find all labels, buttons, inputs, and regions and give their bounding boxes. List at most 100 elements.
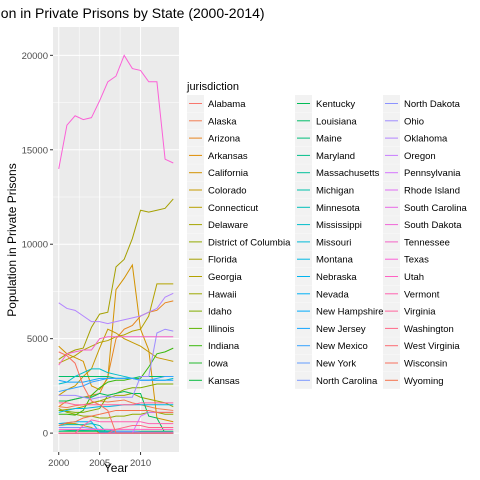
legend-item-iowa: Iowa [187,354,229,372]
y-tick-label: 10000 [22,240,48,251]
legend-label: Idaho [208,307,232,318]
legend-item-louisiana: Louisiana [295,112,357,130]
x-tick-label: 2005 [89,458,110,469]
legend-label: Montana [316,255,354,266]
series-line-kentucky [58,391,174,434]
legend-label: Iowa [208,359,229,370]
x-tick-label: 2010 [130,458,151,469]
legend-label: Nevada [316,289,349,300]
legend-item-delaware: Delaware [187,216,248,234]
legend-label: Florida [208,255,238,266]
legend-label: New Hampshire [316,307,384,318]
legend-label: Rhode Island [404,186,460,197]
legend-item-north-dakota: North Dakota [383,95,461,112]
legend-label: Virginia [404,307,436,318]
series-line-california [58,263,174,423]
legend-label: West Virginia [404,341,460,352]
legend-label: Kansas [208,376,240,387]
legend-label: Michigan [316,186,354,197]
legend-label: Utah [404,272,424,283]
x-axis-title: Year [104,461,128,475]
legend-item-oklahoma: Oklahoma [383,129,448,147]
series-line-florida [58,198,174,360]
legend-label: Washington [404,324,454,335]
legend-label: California [208,168,249,179]
y-tick-label: 20000 [22,51,48,62]
series-line-tennessee [58,336,174,366]
legend-label: Alabama [208,99,246,110]
legend-item-wyoming: Wyoming [383,371,444,389]
legend-item-missouri: Missouri [295,233,351,251]
legend-item-texas: Texas [383,250,429,268]
legend-label: Ohio [404,116,424,127]
legend-item-wisconsin: Wisconsin [383,354,447,372]
legend-label: Louisiana [316,116,357,127]
x-axis-ticks: 2000 2005 2010 [48,452,151,469]
legend-item-south-carolina: South Carolina [383,198,468,216]
legend-label: Wisconsin [404,359,447,370]
legend-label: North Carolina [316,376,378,387]
legend-item-rhode-island: Rhode Island [383,181,460,199]
legend-item-indiana: Indiana [187,337,240,355]
series-line-indiana [58,347,174,416]
legend-label: Tennessee [404,237,450,248]
legend-label: Arizona [208,134,241,145]
legend-item-kansas: Kansas [187,371,240,389]
legend-item-virginia: Virginia [383,302,436,320]
series-line-hawaii [58,392,174,411]
legend-label: Alaska [208,116,237,127]
legend: Alabama Alaska Arizona Arkansas California Co… [187,95,468,389]
legend-label: District of Columbia [208,237,291,248]
legend-item-arizona: Arizona [187,129,241,147]
series-line-virginia [58,402,174,406]
legend-item-montana: Montana [295,250,354,268]
legend-item-district-of-columbia: District of Columbia [187,233,291,251]
legend-item-illinois: Illinois [187,319,235,337]
legend-label: Oklahoma [404,134,448,145]
legend-label: Minnesota [316,203,361,214]
legend-item-georgia: Georgia [187,268,243,285]
y-tick-label: 5000 [27,334,48,345]
legend-label: Colorado [208,186,247,197]
legend-item-mississippi: Mississippi [295,216,362,234]
series-line-vermont [58,419,174,434]
legend-item-tennessee: Tennessee [383,233,450,251]
legend-label: South Dakota [404,220,462,231]
legend-item-idaho: Idaho [187,302,232,320]
legend-item-south-dakota: South Dakota [383,216,462,234]
legend-label: Mississippi [316,220,362,231]
legend-label: North Dakota [404,99,461,110]
legend-label: Georgia [208,272,243,283]
legend-label: Vermont [404,289,440,300]
legend-item-new-mexico: New Mexico [295,337,368,355]
legend-item-connecticut: Connecticut [187,198,259,216]
legend-item-oregon: Oregon [383,146,436,164]
legend-label: South Carolina [404,203,468,214]
legend-label: Indiana [208,341,240,352]
legend-item-new-york: New York [295,354,356,372]
series-line-oklahoma [58,292,174,325]
legend-label: Missouri [316,237,351,248]
y-axis-ticks: 0 5000 10000 15000 20000 [22,51,53,440]
legend-item-michigan: Michigan [295,181,354,199]
legend-item-california: California [187,164,249,182]
legend-label: Oregon [404,151,436,162]
legend-item-maryland: Maryland [295,146,355,164]
legend-title: jurisdiction [186,81,239,93]
legend-label: Maryland [316,151,355,162]
legend-label: Maine [316,134,342,145]
legend-item-minnesota: Minnesota [295,198,361,216]
series-line-wisconsin [58,351,174,434]
series-line-new-mexico [58,375,174,393]
legend-item-kentucky: Kentucky [295,95,355,112]
legend-item-florida: Florida [187,250,238,268]
legend-item-new-jersey: New Jersey [295,319,366,337]
series-line-colorado [58,328,174,396]
legend-label: Massachusetts [316,168,380,179]
series-line-montana [58,404,174,413]
legend-label: Nebraska [316,272,357,283]
series-line-ohio [58,328,174,400]
legend-item-utah: Utah [383,268,424,285]
plot-panel [53,27,179,452]
